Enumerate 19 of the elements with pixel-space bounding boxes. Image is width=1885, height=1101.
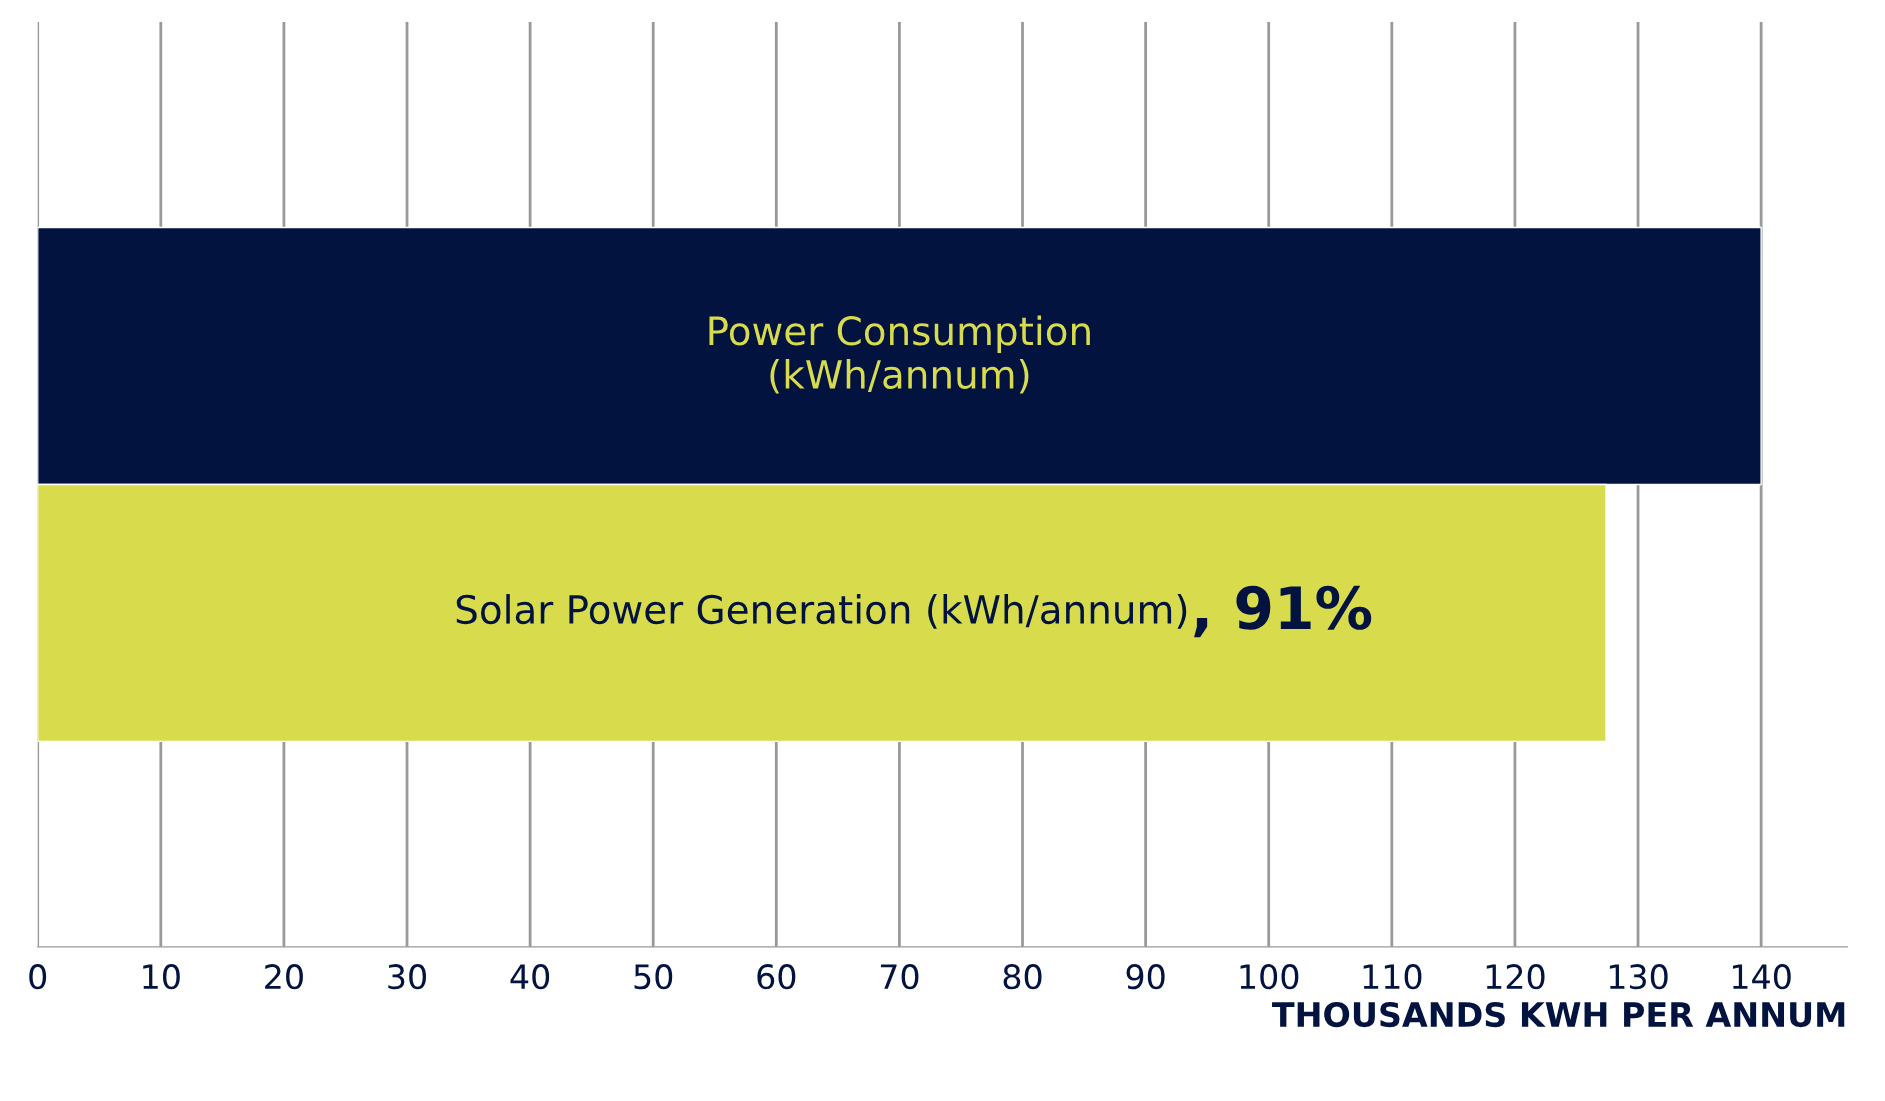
- x-tick-label: 10: [143, 964, 180, 990]
- y-tick-label: Power Consumption (kWh/annum): [709, 315, 1090, 394]
- x-tick-label: 50: [634, 964, 673, 990]
- x-tick-label: 40: [510, 964, 550, 990]
- x-tick-label: 100: [1240, 964, 1299, 990]
- x-tick-label: 90: [1126, 964, 1165, 990]
- x-tick-label: 80: [1003, 964, 1042, 990]
- x-tick-label: 20: [265, 964, 303, 990]
- x-tick-label: 30: [388, 964, 426, 990]
- annotation: , 91%: [1194, 585, 1372, 638]
- x-tick-label: 0: [29, 964, 47, 990]
- x-axis-title: THOUSANDS KWH PER ANNUM: [1272, 1001, 1845, 1028]
- x-tick-label: 120: [1486, 964, 1545, 990]
- x-tick-label: 70: [880, 964, 919, 990]
- x-tick-label: 130: [1609, 964, 1668, 990]
- x-tick-label: 110: [1363, 964, 1422, 990]
- x-tick-label: 60: [757, 964, 796, 990]
- x-tick-label: 140: [1732, 964, 1791, 990]
- y-tick-label: Solar Power Generation (kWh/annum): [456, 594, 1187, 629]
